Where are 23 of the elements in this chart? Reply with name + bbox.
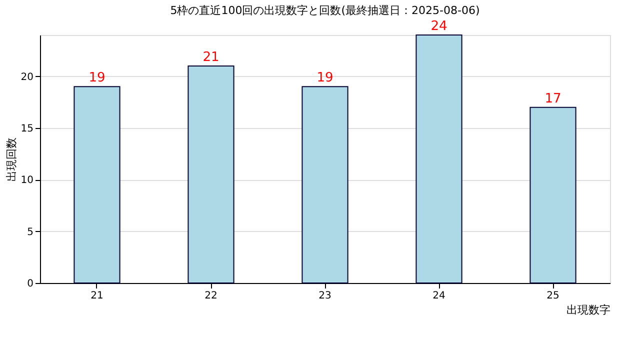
data-label: 19 xyxy=(316,70,334,86)
bar xyxy=(188,66,234,284)
bar xyxy=(530,106,576,284)
data-label: 24 xyxy=(430,19,448,34)
x-tick-label: 25 xyxy=(546,290,560,302)
x-tick-label: 21 xyxy=(90,290,104,302)
y-tick-label: 15 xyxy=(20,124,34,134)
data-label: 21 xyxy=(202,50,220,65)
y-axis-title: 出現回数 xyxy=(4,138,18,182)
x-axis-title: 出現数字 xyxy=(566,304,610,316)
chart-title: 5枠の直近100回の出現数字と回数(最終抽選日：2025-08-06) xyxy=(170,4,480,17)
bar xyxy=(302,86,348,284)
data-label: 19 xyxy=(88,70,106,86)
y-tick-label: 10 xyxy=(20,175,34,186)
x-tick-label: 22 xyxy=(204,290,218,302)
bar xyxy=(74,86,120,284)
x-tick-label: 24 xyxy=(432,290,446,302)
y-tick-label: 0 xyxy=(27,278,34,290)
y-tick-label: 20 xyxy=(20,72,34,83)
data-label: 17 xyxy=(544,91,562,106)
x-tick-label: 23 xyxy=(318,290,332,302)
y-tick-label: 5 xyxy=(27,226,34,238)
bar xyxy=(416,34,462,284)
